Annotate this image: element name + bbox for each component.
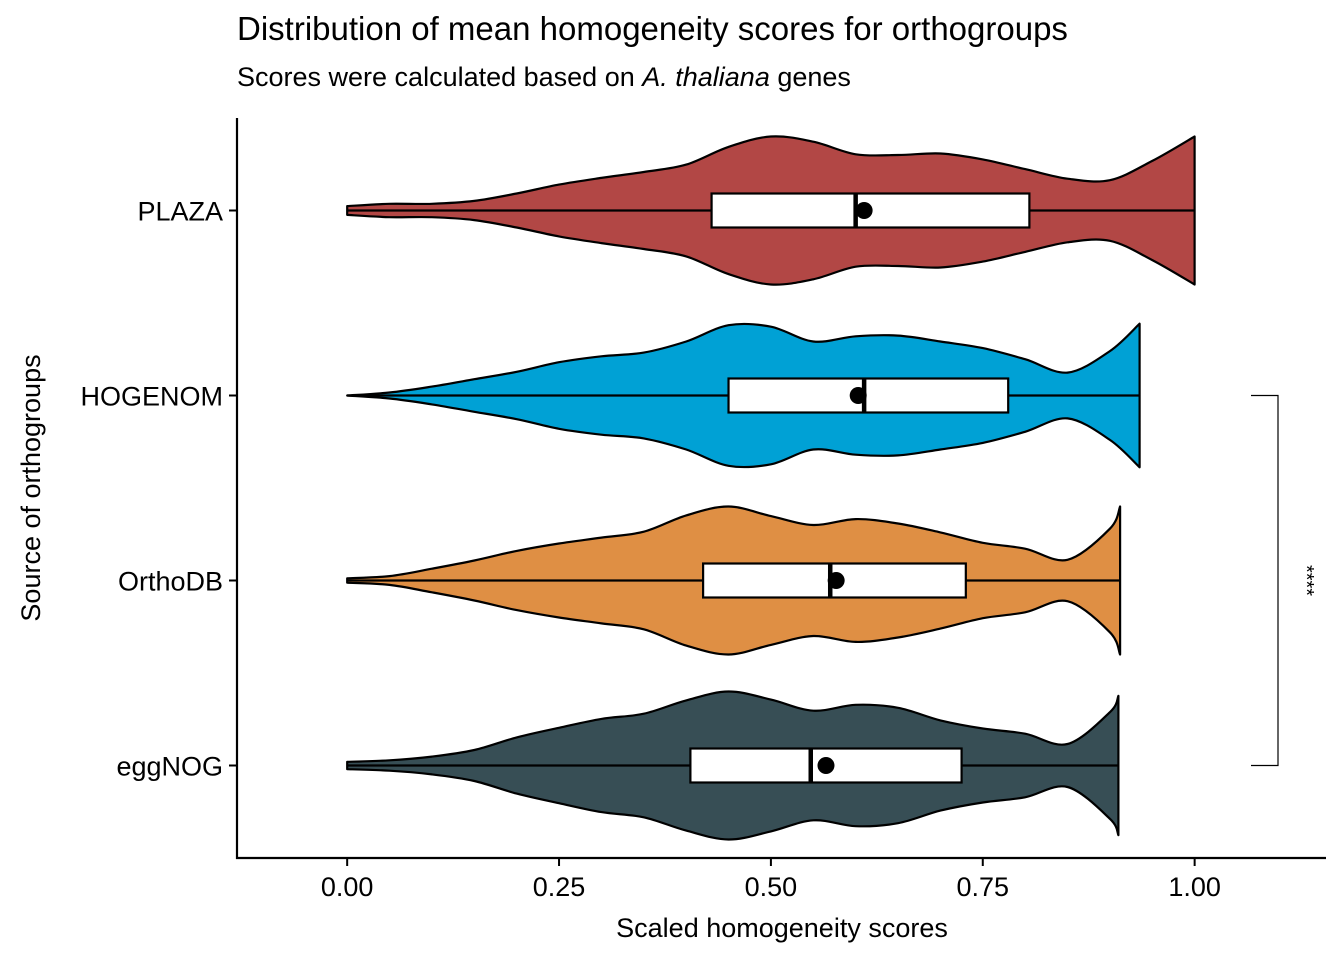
violin-group-plaza [346, 135, 1196, 286]
subtitle-text-after: genes [769, 62, 851, 92]
chart-title: Distribution of mean homogeneity scores … [237, 10, 1068, 47]
x-tick-label: 0.00 [321, 872, 374, 902]
x-tick-label: 0.50 [745, 872, 798, 902]
mean-point-orthodb [827, 572, 845, 589]
axes-layer: PLAZA HOGENOM OrthoDB eggNOG 0.00 0.25 0.50 0.7… [80, 118, 1326, 902]
significance-label: **** [1295, 565, 1317, 596]
violin-group-orthodb [346, 505, 1122, 656]
chart-subtitle: Scores were calculated based on A. thali… [237, 62, 851, 93]
significance-bracket [1251, 394, 1279, 767]
subtitle-species-name: A. thaliana [642, 62, 770, 92]
y-tick-label-eggnog: eggNOG [116, 752, 223, 782]
x-tick-label: 0.75 [956, 872, 1009, 902]
x-tick-label: 0.25 [533, 872, 586, 902]
y-axis-label: Source of orthogroups [16, 354, 46, 621]
y-tick-label-orthodb: OrthoDB [118, 567, 223, 597]
box-orthodb [702, 562, 967, 599]
violin-group-eggnog [346, 690, 1120, 841]
mean-point-eggnog [817, 757, 835, 774]
box-hogenom [727, 377, 1010, 414]
mean-point-plaza [855, 202, 873, 219]
x-axis-label: Scaled homogeneity scores [616, 913, 948, 943]
mean-point-hogenom [849, 387, 867, 404]
violins-layer [346, 135, 1196, 841]
subtitle-text-before: Scores were calculated based on [237, 62, 643, 92]
y-tick-label-plaza: PLAZA [137, 197, 223, 227]
x-tick-label: 1.00 [1168, 872, 1221, 902]
violin-group-hogenom [346, 322, 1141, 469]
y-tick-label-hogenom: HOGENOM [80, 382, 223, 412]
